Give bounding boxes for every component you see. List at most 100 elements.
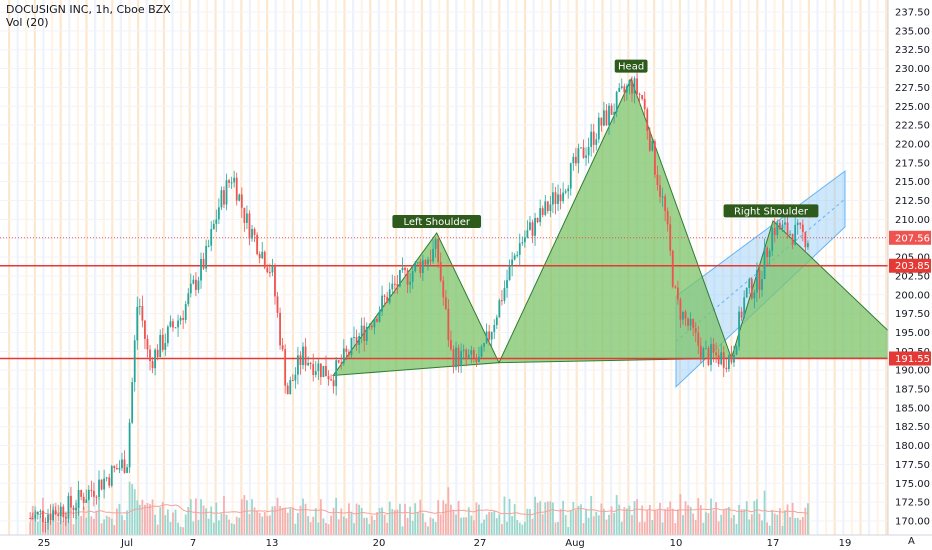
volume-bar [353, 523, 355, 535]
candle-body [552, 192, 554, 205]
volume-bar [271, 506, 274, 535]
candle-body [36, 511, 39, 515]
candle-body [738, 311, 740, 347]
candle-body [654, 141, 656, 175]
candle-body [699, 345, 702, 360]
volume-bar [745, 501, 748, 535]
candle-body [424, 260, 427, 265]
candle-body [768, 250, 771, 258]
volume-bar [753, 500, 756, 535]
candle-body [567, 188, 570, 192]
candle-body [383, 295, 386, 297]
session-stripe [240, 0, 243, 535]
volume-bar [314, 508, 317, 535]
volume-bar [274, 506, 276, 535]
volume-bar [574, 510, 577, 535]
candle-body [103, 478, 106, 490]
volume-bar [631, 514, 633, 535]
volume-bar [442, 500, 445, 535]
volume-bar [523, 521, 526, 535]
volume-bar [651, 519, 654, 535]
volume-bar [54, 502, 57, 535]
volume-bar [225, 514, 228, 535]
candle-body [207, 245, 210, 247]
volume-bar [518, 522, 521, 535]
volume-bar [567, 526, 570, 535]
volume-bar [692, 513, 695, 535]
candle-body [144, 320, 146, 339]
candle-body [432, 248, 434, 262]
neckline-price-tag-text: 191.55 [895, 354, 930, 365]
time-axis[interactable]: 25 Jul 7 13 20 27 Aug 10 17 19 [0, 534, 932, 549]
candle-body [669, 224, 672, 251]
volume-bar [549, 501, 552, 535]
candle-body [646, 109, 649, 131]
candle-body [187, 293, 190, 305]
volume-bar [235, 516, 238, 535]
candle-body [725, 367, 728, 370]
y-tick-label: 180.00 [895, 441, 930, 452]
candle-body [562, 192, 565, 202]
annotation-label: Right Shoulder [734, 206, 809, 217]
session-stripe [248, 0, 251, 535]
candle-body [302, 346, 304, 366]
session-stripe [876, 0, 879, 535]
candle-body [406, 270, 409, 285]
volume-bar [161, 501, 164, 535]
volume-bar [335, 497, 338, 535]
x-tick-label: 27 [474, 538, 487, 549]
volume-bar [529, 509, 531, 535]
volume-bar [350, 511, 353, 535]
candle-body [801, 224, 804, 233]
session-stripe [51, 0, 54, 535]
candle-body [758, 270, 761, 290]
session-stripe [94, 0, 97, 535]
volume-bar [748, 519, 751, 535]
candle-body [44, 522, 47, 524]
volume-bar [121, 515, 123, 535]
candle-body [34, 514, 37, 519]
y-tick-label: 227.50 [895, 83, 930, 94]
candle-body [87, 489, 90, 500]
candle-body [753, 292, 756, 299]
volume-bar [146, 503, 149, 535]
volume-bar [638, 522, 641, 535]
candle-body [521, 242, 524, 244]
annotation-label-box [614, 59, 648, 73]
volume-bar [138, 504, 141, 535]
volume-bar [804, 507, 807, 535]
session-stripe [481, 0, 484, 535]
candle-body [256, 234, 259, 255]
volume-bar [177, 522, 179, 535]
candle-body [123, 459, 126, 473]
volume-bar [569, 510, 572, 535]
volume-bar [485, 514, 488, 535]
volume-bar [327, 524, 330, 535]
session-stripe [747, 0, 750, 535]
volume-bar [302, 498, 304, 535]
candle-body [715, 352, 718, 356]
volume-bar [661, 522, 664, 535]
candle-body [638, 93, 641, 96]
candle-body [319, 363, 322, 378]
y-tick-label: 195.00 [895, 328, 930, 339]
candle-body [618, 88, 621, 92]
session-stripe [842, 0, 845, 535]
candle-body [325, 365, 327, 377]
volume-bar [789, 517, 791, 535]
volume-bar [501, 524, 503, 535]
volume-bar [98, 498, 100, 535]
session-stripe [541, 0, 544, 535]
volume-bar [776, 514, 779, 535]
auto-scale-button[interactable]: A [908, 536, 915, 547]
volume-bar [478, 504, 480, 535]
candle-body [399, 270, 401, 287]
candle-body [64, 517, 67, 519]
candle-body [268, 272, 271, 274]
candle-body [488, 331, 491, 340]
candle-body [136, 306, 139, 341]
volume-bar [659, 502, 661, 535]
volume-bar [360, 508, 363, 535]
volume-bar [90, 516, 93, 535]
